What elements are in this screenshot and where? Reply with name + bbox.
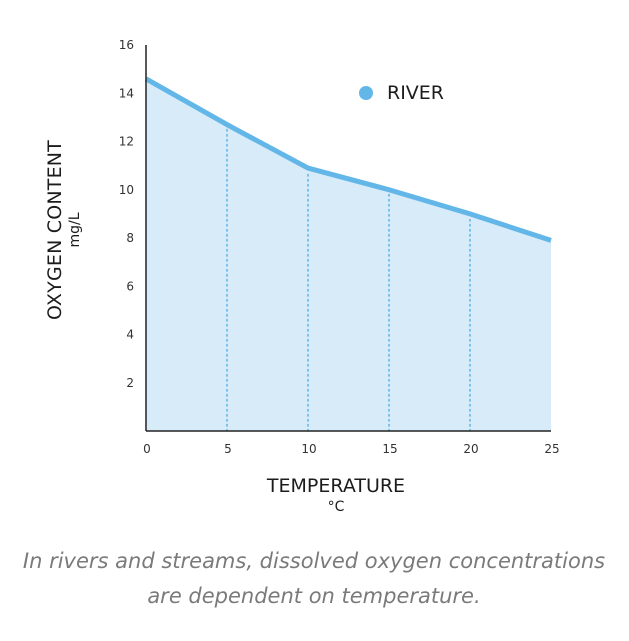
x-tick-label: 20 (463, 442, 478, 456)
legend-label: RIVER (387, 82, 445, 104)
x-tick-label: 5 (224, 442, 232, 456)
y-tick-label: 16 (119, 38, 134, 52)
x-axis-title: TEMPERATURE °C (186, 474, 486, 516)
y-tick-label: 8 (126, 231, 134, 245)
grid-layer (226, 126, 471, 432)
x-tick-label: 25 (544, 442, 559, 456)
x-tick-label: 15 (382, 442, 397, 456)
y-tick-label: 2 (126, 376, 134, 390)
series-line-river (144, 76, 552, 243)
x-tick-label: 10 (301, 442, 316, 456)
x-axis-unit: °C (327, 499, 345, 515)
area-layer (146, 78, 551, 432)
y-tick-label: 4 (126, 328, 134, 342)
legend: RIVER (359, 81, 444, 105)
line-layer (144, 76, 552, 243)
chart-figure: 2 4 6 8 10 12 14 16 0 5 10 15 20 25 OXYGEN CONTENT mg… (44, 38, 560, 516)
chart-svg: 2 4 6 8 10 12 14 16 0 5 10 15 20 25 (119, 38, 560, 456)
y-axis-label: OXYGEN CONTENT (44, 140, 66, 321)
legend-marker (359, 86, 373, 100)
tick-layer: 2 4 6 8 10 12 14 16 0 5 10 15 20 25 (119, 38, 560, 456)
axis-layer (145, 45, 551, 432)
y-tick-label: 10 (119, 183, 134, 197)
y-tick-label: 6 (126, 279, 134, 293)
x-axis-label: TEMPERATURE (266, 475, 406, 497)
x-tick-label: 0 (143, 442, 151, 456)
y-axis-unit: mg/L (67, 212, 83, 248)
y-tick-label: 14 (119, 86, 134, 100)
area-fill (146, 78, 551, 432)
figure-caption: In rivers and streams, dissolved oxygen … (22, 549, 606, 608)
y-tick-label: 12 (119, 135, 134, 149)
